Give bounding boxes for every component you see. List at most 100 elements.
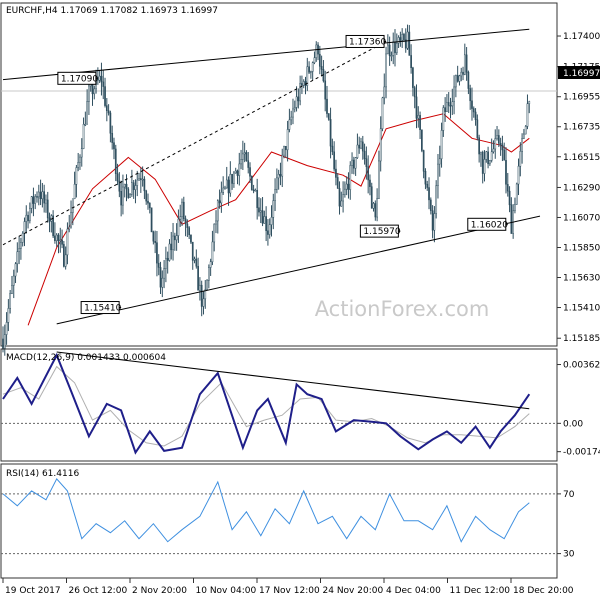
candle-body bbox=[489, 160, 491, 165]
candle-body bbox=[55, 234, 58, 241]
candle-body bbox=[175, 235, 178, 241]
candle-body bbox=[327, 113, 330, 120]
candle-body bbox=[429, 199, 432, 211]
candle-body bbox=[75, 167, 78, 185]
candle-body bbox=[410, 55, 412, 69]
candle-body bbox=[310, 71, 312, 73]
candle-body bbox=[515, 183, 518, 205]
candle-body bbox=[276, 177, 278, 190]
candle-body bbox=[30, 196, 33, 209]
candle-body bbox=[369, 179, 371, 187]
candle-body bbox=[476, 119, 479, 139]
candle-body bbox=[313, 57, 316, 64]
dashed-trendline bbox=[2, 41, 387, 246]
rsi-header: RSI(14) 61.4116 bbox=[6, 469, 79, 479]
candle-body bbox=[284, 146, 287, 151]
price-tick-label: 1.16955 bbox=[563, 93, 600, 103]
candle-body bbox=[354, 157, 357, 169]
candle-body bbox=[20, 242, 22, 249]
candle-body bbox=[222, 187, 225, 193]
candle-body bbox=[263, 216, 266, 224]
candle-body bbox=[487, 151, 489, 165]
candle-body bbox=[397, 37, 400, 44]
candle-body bbox=[238, 163, 241, 176]
candle-body bbox=[252, 189, 255, 191]
candle-body bbox=[431, 210, 434, 231]
candle-body bbox=[220, 192, 223, 204]
candle-body bbox=[510, 204, 513, 234]
time-axis: 19 Oct 2017 26 Oct 12:00 2 Nov 20:00 10 Nov… bbox=[2, 578, 574, 596]
candle-body bbox=[344, 188, 346, 195]
candle-body bbox=[363, 150, 366, 159]
macd-panel: 0.003627 0.00 -0.001748 MACD(12,26,9) 0.00… bbox=[0, 348, 600, 462]
candle-body bbox=[243, 152, 246, 155]
candle-body bbox=[374, 203, 377, 218]
candle-body bbox=[193, 258, 196, 261]
candle-body bbox=[297, 96, 300, 102]
candle-body bbox=[440, 130, 443, 160]
candle-body bbox=[109, 112, 112, 134]
candle-body bbox=[340, 200, 343, 207]
candle-body bbox=[435, 185, 438, 214]
annotation-box bbox=[359, 224, 399, 238]
candle-body bbox=[413, 87, 416, 98]
candle-body bbox=[37, 191, 40, 198]
candle-body bbox=[247, 160, 250, 168]
candle-body bbox=[190, 234, 192, 243]
candle-body bbox=[11, 285, 13, 294]
candle-body bbox=[331, 145, 334, 153]
moving-average-line bbox=[27, 113, 530, 326]
candle-body bbox=[465, 54, 468, 73]
candle-body bbox=[506, 184, 509, 192]
candle-body bbox=[372, 203, 375, 209]
candle-body bbox=[283, 146, 285, 156]
candle-body bbox=[265, 216, 267, 231]
candle-body bbox=[163, 268, 165, 279]
candle-body bbox=[519, 151, 522, 167]
candle-body bbox=[467, 71, 470, 89]
candle-body bbox=[320, 66, 323, 70]
candle-body bbox=[521, 138, 523, 152]
candle-body bbox=[213, 223, 216, 243]
candle-body bbox=[329, 119, 332, 147]
candle-body bbox=[157, 262, 160, 268]
macd-line bbox=[2, 352, 531, 455]
candle-body bbox=[458, 75, 461, 82]
macd-header: MACD(12,26,9) 0.001433 0.000604 bbox=[6, 353, 166, 363]
candle-body bbox=[293, 107, 296, 110]
candle-body bbox=[505, 160, 507, 185]
candle-body bbox=[360, 141, 362, 149]
trendline bbox=[56, 215, 541, 325]
candle-body bbox=[195, 258, 198, 267]
watermark: ActionForex.com bbox=[315, 297, 490, 321]
candle-body bbox=[272, 200, 275, 218]
candle-body bbox=[59, 239, 62, 242]
candle-body bbox=[12, 275, 15, 286]
price-tick-label: 1.15630 bbox=[563, 274, 600, 284]
candle-body bbox=[356, 144, 359, 158]
rsi-line bbox=[2, 478, 530, 543]
candle-body bbox=[261, 210, 264, 224]
candle-body bbox=[27, 214, 29, 222]
candle-body bbox=[82, 124, 85, 149]
candle-body bbox=[107, 110, 110, 114]
candle-body bbox=[154, 240, 157, 243]
candle-body bbox=[165, 257, 167, 269]
candle-body bbox=[208, 267, 210, 281]
price-tick-label: 1.16290 bbox=[563, 183, 600, 193]
candle-body bbox=[292, 108, 294, 118]
candle-body bbox=[365, 158, 368, 167]
annotation-label: 1.16020 bbox=[471, 220, 508, 230]
candle-body bbox=[335, 168, 337, 178]
candle-body bbox=[136, 179, 139, 186]
candle-body bbox=[415, 96, 418, 119]
candle-body bbox=[152, 231, 155, 242]
annotation-label: 1.15410 bbox=[84, 304, 121, 314]
candle-body bbox=[422, 150, 425, 172]
candle-body bbox=[43, 191, 46, 204]
candle-body bbox=[181, 201, 183, 217]
candle-body bbox=[29, 208, 31, 222]
candle-layer bbox=[2, 24, 531, 356]
moving-average-layer bbox=[27, 113, 530, 326]
candle-body bbox=[528, 101, 531, 104]
